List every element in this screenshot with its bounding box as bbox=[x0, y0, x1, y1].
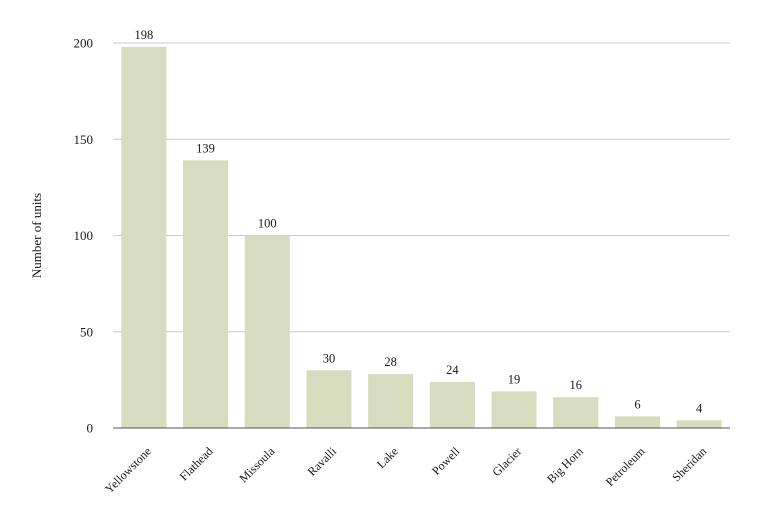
y-axis-ticks: 0 50 100 150 200 bbox=[74, 36, 94, 436]
y-axis-title: Number of units bbox=[29, 193, 44, 278]
data-label: 24 bbox=[446, 363, 459, 377]
category-label: Flathead bbox=[177, 444, 216, 483]
bar-big-horn bbox=[553, 397, 599, 428]
bar-ravalli bbox=[306, 370, 352, 428]
data-label: 19 bbox=[508, 372, 521, 386]
category-label: Sheridan bbox=[669, 444, 709, 484]
bar-yellowstone bbox=[121, 46, 167, 428]
bar-petroleum bbox=[614, 416, 660, 428]
bars bbox=[121, 46, 722, 429]
category-label: Missoula bbox=[236, 444, 277, 485]
data-labels: 198 139 100 30 28 24 19 16 6 4 bbox=[134, 28, 703, 415]
bar-missoula bbox=[244, 235, 290, 428]
bar-powell bbox=[429, 381, 475, 428]
data-label: 30 bbox=[323, 351, 336, 365]
data-label: 16 bbox=[570, 378, 583, 392]
bar-glacier bbox=[491, 391, 537, 428]
category-label: Ravalli bbox=[305, 444, 340, 479]
data-label: 198 bbox=[134, 28, 153, 42]
y-tick-label: 0 bbox=[87, 421, 94, 436]
category-label: Yellowstone bbox=[102, 444, 154, 496]
category-label: Glacier bbox=[489, 444, 524, 479]
category-label: Big Horn bbox=[544, 444, 586, 486]
bar-sheridan bbox=[676, 420, 722, 428]
data-label: 6 bbox=[634, 397, 640, 411]
y-tick-label: 100 bbox=[74, 228, 94, 243]
category-label: Lake bbox=[374, 444, 401, 471]
data-label: 4 bbox=[696, 401, 703, 415]
data-label: 139 bbox=[196, 141, 215, 155]
y-tick-label: 150 bbox=[74, 132, 94, 147]
category-label: Powell bbox=[429, 444, 463, 478]
data-label: 28 bbox=[384, 355, 397, 369]
category-labels: Yellowstone Flathead Missoula Ravalli Lake Po… bbox=[102, 444, 709, 496]
y-tick-label: 50 bbox=[80, 324, 93, 339]
bar-flathead bbox=[183, 160, 229, 429]
data-label: 100 bbox=[258, 217, 277, 231]
category-label: Petroleum bbox=[603, 444, 648, 489]
bar-lake bbox=[368, 374, 414, 428]
y-tick-label: 200 bbox=[74, 36, 94, 51]
